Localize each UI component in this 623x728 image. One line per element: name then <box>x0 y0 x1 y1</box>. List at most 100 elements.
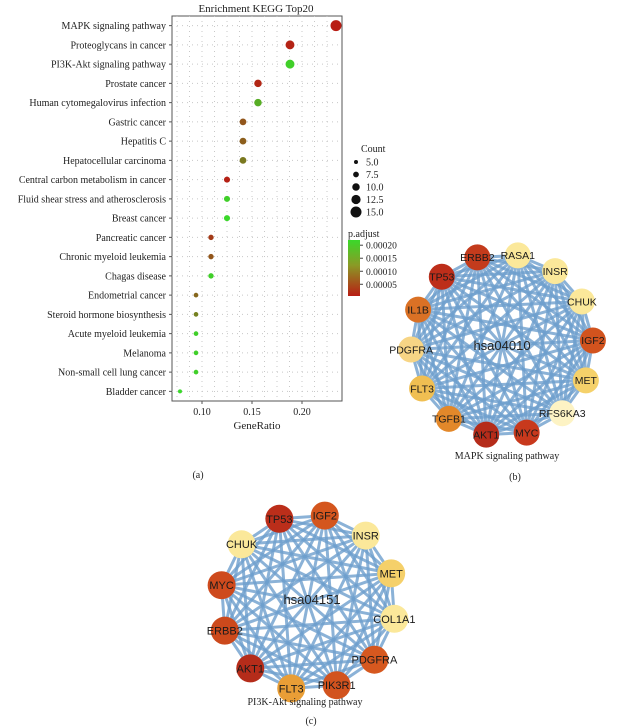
y-tick-label: Breast cancer <box>112 214 167 225</box>
network-node-label: AKT1 <box>237 663 265 675</box>
network-node <box>464 244 491 271</box>
network-edge <box>420 387 564 415</box>
chart-title: Enrichment KEGG Top20 <box>198 3 314 15</box>
panel-b-label: (b) <box>509 472 521 483</box>
network-node <box>377 559 406 588</box>
network-node-label: TGFB1 <box>432 414 466 426</box>
dot <box>330 20 342 32</box>
network-edge <box>420 378 588 391</box>
network-node-label: MET <box>380 568 404 580</box>
size-legend: Count 5.07.5 10.012.5 15.0 <box>350 144 386 219</box>
network-node-label: IGF2 <box>313 511 337 523</box>
network-edge <box>240 542 252 670</box>
network-node <box>405 296 432 323</box>
network-edge <box>516 253 564 415</box>
dot <box>208 253 214 260</box>
network-node-label: MYC <box>209 580 234 592</box>
network-edge <box>440 275 588 382</box>
x-tick-label: 0.10 <box>193 407 211 418</box>
size-legend-dot <box>354 160 358 164</box>
network-c-nodes: IGF2 INSR MET COL1A1 PDGFRA PIK3R1 FLT3 AKT1 ERB… <box>207 501 415 703</box>
network-edge <box>409 348 564 415</box>
network-node-label: ERBB2 <box>207 626 243 638</box>
network-edge <box>420 253 520 391</box>
panel-c-caption: PI3K-Akt signaling pathway <box>248 697 363 708</box>
y-tick-label: Hepatitis C <box>121 137 167 148</box>
network-node-label: PIK3R1 <box>318 680 356 692</box>
size-legend-dot <box>351 194 361 205</box>
network-edge <box>416 308 529 435</box>
network-edge <box>277 517 339 687</box>
network-edge <box>277 517 396 621</box>
size-legend-label: 5.0 <box>366 158 379 169</box>
network-edge <box>440 275 529 435</box>
network-edge <box>447 255 479 421</box>
network-edge <box>240 542 293 690</box>
network-node <box>549 400 576 427</box>
network-edge <box>440 275 451 421</box>
dot <box>223 215 231 222</box>
y-tick-label: Central carbon metabolism in cancer <box>19 175 167 186</box>
network-node <box>351 521 380 550</box>
panel-c-label: (c) <box>305 716 316 727</box>
dot <box>285 59 295 69</box>
network-edge <box>277 517 393 575</box>
y-tick-label: Hepatocellular carcinoma <box>63 156 167 167</box>
network-edge <box>420 275 444 391</box>
network-node-label: IL1B <box>407 304 429 316</box>
y-tick-label: Chronic myeloid leukemia <box>59 252 166 263</box>
network-node <box>310 501 339 530</box>
network-node <box>513 419 540 446</box>
network-edge <box>277 517 376 662</box>
network-edge <box>416 299 584 312</box>
network-edge <box>277 517 293 690</box>
y-tick-label: Pancreatic cancer <box>96 233 167 244</box>
network-edge <box>440 275 488 437</box>
dot <box>193 350 199 356</box>
network-edge <box>416 308 488 437</box>
network-b-edges <box>409 253 595 437</box>
dot <box>223 195 231 202</box>
network-edge <box>240 542 396 621</box>
network-edge <box>240 542 339 687</box>
y-tick-labels: MAPK signaling pathway Proteoglycans in c… <box>18 21 172 398</box>
dot <box>223 176 231 183</box>
x-tick-label: 0.15 <box>243 407 261 418</box>
network-node <box>265 504 294 533</box>
size-legend-label: 7.5 <box>366 170 379 181</box>
network-node-label: PDGFRA <box>389 344 433 356</box>
network-edge <box>416 308 564 415</box>
dot <box>208 273 214 279</box>
network-node-label: RASA1 <box>501 250 536 262</box>
network-edge <box>475 255 584 303</box>
network-edge <box>409 255 479 352</box>
network-edge <box>248 571 393 670</box>
x-tick-label: 0.20 <box>293 407 311 418</box>
network-edge <box>289 534 368 690</box>
size-legend-dot <box>353 171 359 178</box>
color-bar <box>348 240 360 296</box>
network-edge <box>475 255 529 435</box>
network-edge <box>323 514 339 687</box>
network-node-label: INSR <box>543 266 569 278</box>
network-edge <box>223 629 376 662</box>
y-tick-label: Non-small cell lung cancer <box>58 368 167 379</box>
y-tick-label: Proteoglycans in cancer <box>70 40 166 51</box>
network-edge <box>475 255 564 415</box>
y-tick-label: Acute myeloid leukemia <box>68 329 167 340</box>
y-tick-label: Melanoma <box>123 348 166 359</box>
network-edge <box>440 275 595 342</box>
network-node-label: AKT1 <box>473 429 499 441</box>
network-edge <box>475 255 488 437</box>
network-c-center-label: hsa04151 <box>283 592 340 607</box>
network-node-label: CHUK <box>226 539 258 551</box>
dot <box>285 40 295 50</box>
x-axis-label: GeneRatio <box>233 420 281 432</box>
network-node <box>409 375 436 402</box>
plot-area <box>171 15 343 402</box>
y-tick-label: Endometrial cancer <box>88 291 167 302</box>
network-node <box>360 645 389 674</box>
color-legend: p.adjust 0.00020 0.00015 0.00010 0.00005 <box>348 229 397 296</box>
